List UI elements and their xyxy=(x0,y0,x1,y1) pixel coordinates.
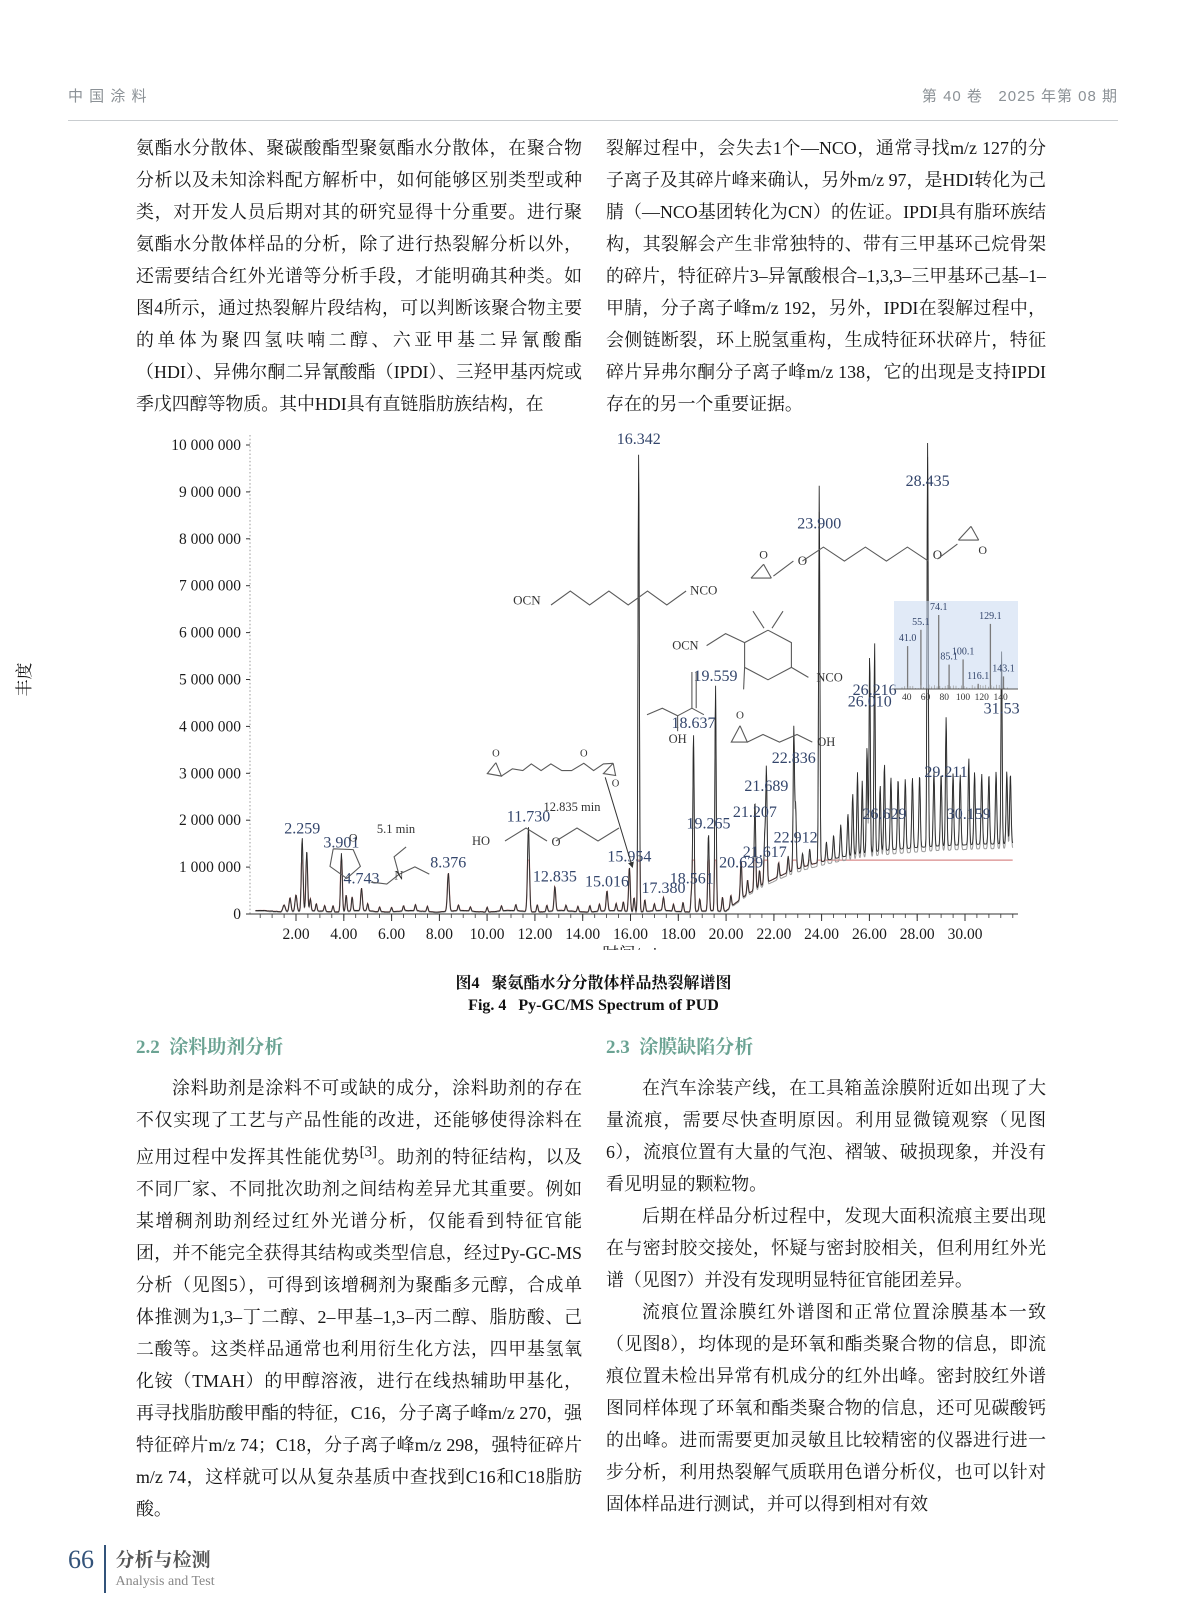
svg-text:12.00: 12.00 xyxy=(517,926,552,943)
svg-text:OCN: OCN xyxy=(672,639,698,653)
svg-text:2 000 000: 2 000 000 xyxy=(179,812,241,829)
svg-text:OH: OH xyxy=(669,732,687,746)
svg-text:41.0: 41.0 xyxy=(899,633,917,644)
svg-text:16.342: 16.342 xyxy=(617,431,661,448)
svg-text:OCN: OCN xyxy=(513,593,541,608)
svg-text:8.00: 8.00 xyxy=(426,926,453,943)
svg-text:30.00: 30.00 xyxy=(948,926,983,943)
svg-text:5 000 000: 5 000 000 xyxy=(179,672,241,689)
svg-text:2.00: 2.00 xyxy=(282,926,309,943)
svg-text:8 000 000: 8 000 000 xyxy=(179,531,241,548)
svg-text:10.00: 10.00 xyxy=(470,926,505,943)
svg-text:4.743: 4.743 xyxy=(344,871,380,888)
svg-text:O: O xyxy=(580,748,588,759)
svg-text:22.912: 22.912 xyxy=(774,830,818,847)
svg-text:7 000 000: 7 000 000 xyxy=(179,578,241,595)
svg-text:2.259: 2.259 xyxy=(284,820,320,837)
svg-text:HO: HO xyxy=(472,834,490,848)
svg-text:16.00: 16.00 xyxy=(613,926,648,943)
svg-text:129.1: 129.1 xyxy=(979,611,1002,622)
svg-text:O: O xyxy=(736,710,744,722)
svg-text:55.1: 55.1 xyxy=(912,617,930,628)
svg-text:14.00: 14.00 xyxy=(565,926,600,943)
svg-text:18.00: 18.00 xyxy=(661,926,696,943)
svg-text:28.00: 28.00 xyxy=(900,926,935,943)
svg-text:15.016: 15.016 xyxy=(585,873,629,890)
svg-text:24.00: 24.00 xyxy=(804,926,839,943)
svg-text:OH: OH xyxy=(817,735,835,749)
svg-text:29.211: 29.211 xyxy=(924,764,967,781)
svg-text:26.00: 26.00 xyxy=(852,926,887,943)
svg-text:0: 0 xyxy=(233,906,241,923)
svg-text:22.00: 22.00 xyxy=(756,926,791,943)
svg-text:6 000 000: 6 000 000 xyxy=(179,625,241,642)
svg-text:NCO: NCO xyxy=(690,583,717,598)
svg-text:21.689: 21.689 xyxy=(744,778,788,795)
svg-text:时间/min: 时间/min xyxy=(602,944,665,950)
svg-text:4 000 000: 4 000 000 xyxy=(179,718,241,735)
svg-text:19.559: 19.559 xyxy=(694,668,738,685)
svg-text:8.376: 8.376 xyxy=(430,855,466,872)
svg-text:120: 120 xyxy=(975,693,990,703)
svg-text:O: O xyxy=(612,779,620,790)
svg-text:O: O xyxy=(759,547,768,561)
svg-text:80: 80 xyxy=(940,693,950,703)
svg-text:140: 140 xyxy=(993,693,1008,703)
svg-text:O: O xyxy=(551,835,560,849)
svg-text:74.1: 74.1 xyxy=(930,602,948,613)
svg-text:6.00: 6.00 xyxy=(378,926,405,943)
svg-text:O: O xyxy=(492,749,500,760)
svg-text:23.900: 23.900 xyxy=(797,516,841,533)
svg-text:21.207: 21.207 xyxy=(733,804,777,821)
svg-text:O: O xyxy=(349,831,358,845)
svg-text:12.835 min: 12.835 min xyxy=(544,800,602,814)
svg-text:26.629: 26.629 xyxy=(863,806,907,823)
svg-text:20.00: 20.00 xyxy=(709,926,744,943)
svg-text:28.435: 28.435 xyxy=(906,473,950,490)
svg-text:18.561: 18.561 xyxy=(670,871,714,888)
svg-text:100: 100 xyxy=(956,693,971,703)
svg-text:22.836: 22.836 xyxy=(772,750,816,767)
svg-text:10 000 000: 10 000 000 xyxy=(171,437,241,454)
svg-text:1 000 000: 1 000 000 xyxy=(179,859,241,876)
svg-text:26.216: 26.216 xyxy=(853,682,897,699)
svg-text:19.265: 19.265 xyxy=(687,816,731,833)
svg-text:40: 40 xyxy=(902,693,912,703)
svg-text:30.159: 30.159 xyxy=(947,806,991,823)
svg-text:3 000 000: 3 000 000 xyxy=(179,765,241,782)
svg-text:143.1: 143.1 xyxy=(992,663,1015,674)
svg-text:NCO: NCO xyxy=(816,670,842,684)
svg-text:N: N xyxy=(394,868,403,882)
svg-text:31.53: 31.53 xyxy=(984,701,1020,718)
svg-text:4.00: 4.00 xyxy=(330,926,357,943)
svg-text:O: O xyxy=(933,547,942,562)
svg-text:5.1 min: 5.1 min xyxy=(377,822,416,836)
svg-text:116.1: 116.1 xyxy=(967,671,989,682)
svg-text:O: O xyxy=(978,543,987,557)
svg-text:100.1: 100.1 xyxy=(952,646,975,657)
svg-text:60: 60 xyxy=(921,693,931,703)
svg-text:丰度: 丰度 xyxy=(15,663,34,697)
svg-text:9 000 000: 9 000 000 xyxy=(179,484,241,501)
svg-text:12.835: 12.835 xyxy=(533,869,577,886)
